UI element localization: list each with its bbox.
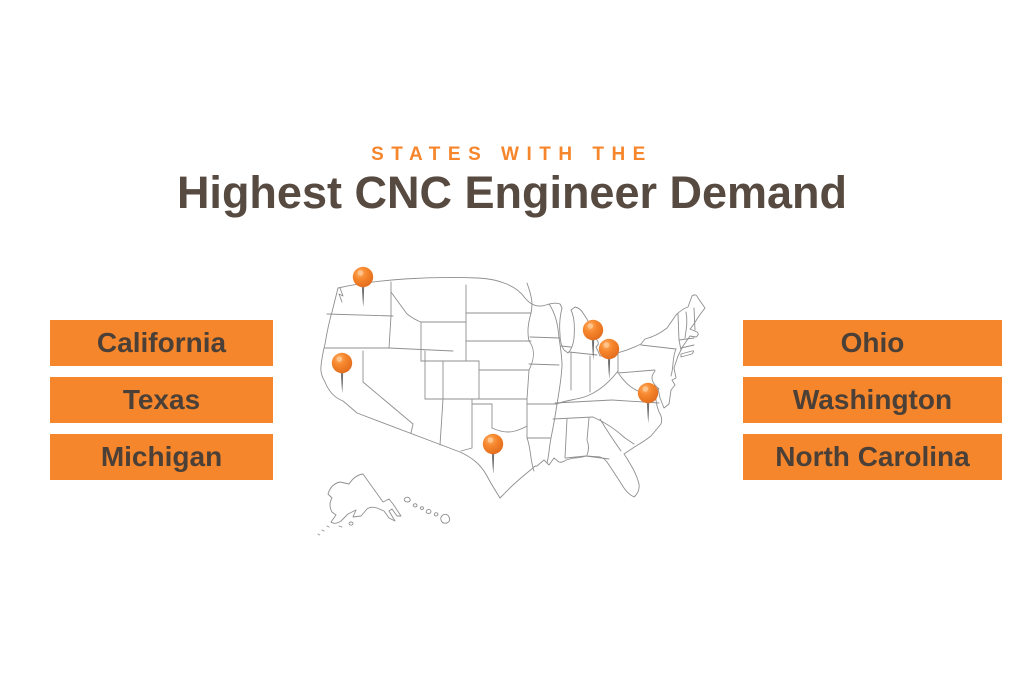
map-pin-north-carolina (637, 382, 659, 423)
eyebrow-heading: STATES WITH THE (371, 144, 653, 165)
us-map (303, 252, 723, 552)
page-title: Highest CNC Engineer Demand (176, 167, 848, 218)
state-label-washington: Washington (743, 377, 1002, 423)
pin-highlight (603, 342, 610, 348)
map-pin-california (331, 352, 353, 393)
map-pin-texas (482, 433, 504, 474)
map-pins-layer (331, 266, 659, 474)
state-label-michigan: Michigan (50, 434, 273, 480)
pin-highlight (642, 386, 649, 392)
pin-highlight (357, 270, 364, 276)
pin-highlight (336, 356, 343, 362)
state-label-north-carolina: North Carolina (743, 434, 1002, 480)
us-contiguous-outline (320, 276, 706, 499)
map-pin-ohio (598, 338, 620, 379)
pin-highlight (587, 323, 594, 329)
state-list-left: California Texas Michigan (50, 320, 273, 480)
state-list-right: Ohio Washington North Carolina (743, 320, 1002, 480)
state-label-ohio: Ohio (743, 320, 1002, 366)
state-label-california: California (50, 320, 273, 366)
map-pin-michigan (582, 319, 604, 360)
pin-highlight (487, 437, 494, 443)
hawaii-islands (403, 496, 451, 524)
map-pin-washington (352, 266, 374, 307)
us-map-svg (317, 266, 706, 536)
state-label-texas: Texas (50, 377, 273, 423)
alaska-outline (317, 473, 402, 536)
